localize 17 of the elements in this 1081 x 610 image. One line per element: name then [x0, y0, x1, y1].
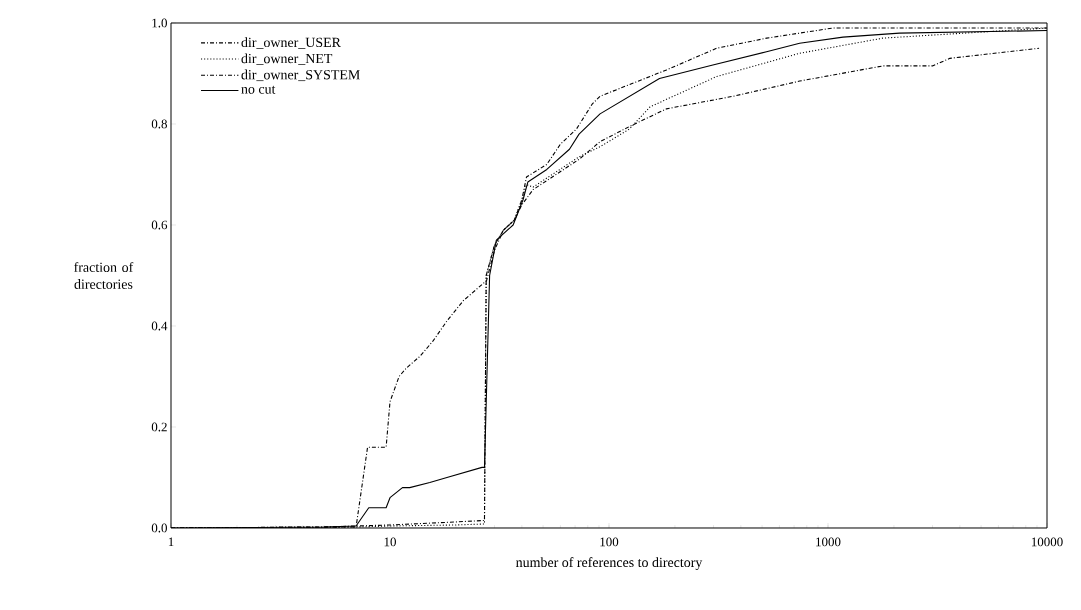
x-tick-label: 10000 [1031, 537, 1063, 547]
legend-label: dir_owner_NET [241, 53, 333, 65]
x-tick-label: 100 [600, 537, 619, 547]
y-tick-label: 0.0 [151, 523, 167, 533]
x-axis-title: number of references to directory [515, 557, 703, 570]
y-tick-label: 1.0 [152, 18, 167, 28]
y-tick-label: 0.8 [151, 119, 167, 129]
y-tick-label: 0.2 [151, 422, 167, 432]
legend-label: no cut [241, 85, 276, 94]
x-tick-label: 1 [168, 537, 174, 547]
y-axis-title: fraction of directories [74, 262, 134, 289]
y-tick-label: 0.4 [151, 321, 168, 331]
legend-label: dir_owner_USER [241, 37, 341, 49]
y-tick-label: 0.6 [151, 220, 168, 230]
x-tick-label: 1000 [816, 537, 841, 547]
legend-label: dir_owner_SYSTEM [241, 69, 360, 82]
x-tick-label: 10 [384, 537, 396, 547]
